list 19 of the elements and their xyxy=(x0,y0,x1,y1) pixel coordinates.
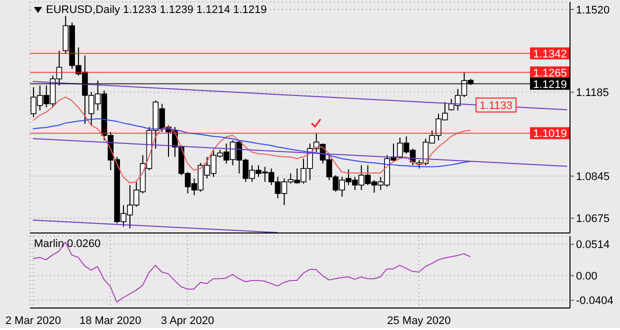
chart-title: EURUSD,Daily 1.1233 1.1239 1.1214 1.1219 xyxy=(46,4,267,16)
y-tick-label: 0.0514 xyxy=(576,239,610,252)
ref-line-label: 1.1019 xyxy=(533,128,567,140)
y-tick-label: 1.1520 xyxy=(576,4,610,16)
y-tick-label: 1.0845 xyxy=(576,171,610,184)
ref-line-label: 1.1342 xyxy=(533,48,567,60)
ref-line-label: 1.1219 xyxy=(533,78,567,91)
ref-line-label: 1.1265 xyxy=(533,67,567,80)
y-tick-label: -0.0404 xyxy=(576,295,614,308)
x-tick-label: 3 Apr 2020 xyxy=(160,314,214,327)
x-tick-label: 18 Mar 2020 xyxy=(79,314,142,327)
line-series xyxy=(32,96,471,184)
x-tick-label: 25 May 2020 xyxy=(387,314,451,327)
y-tick-label: 1.0675 xyxy=(576,213,610,226)
chart-title: Marlin 0.0260 xyxy=(34,238,101,250)
annotation: 1.1133 xyxy=(480,100,512,112)
x-tick-label: 2 Mar 2020 xyxy=(5,314,62,327)
y-tick-label: 0.00 xyxy=(576,270,598,283)
y-tick-label: 1.1185 xyxy=(576,87,609,100)
